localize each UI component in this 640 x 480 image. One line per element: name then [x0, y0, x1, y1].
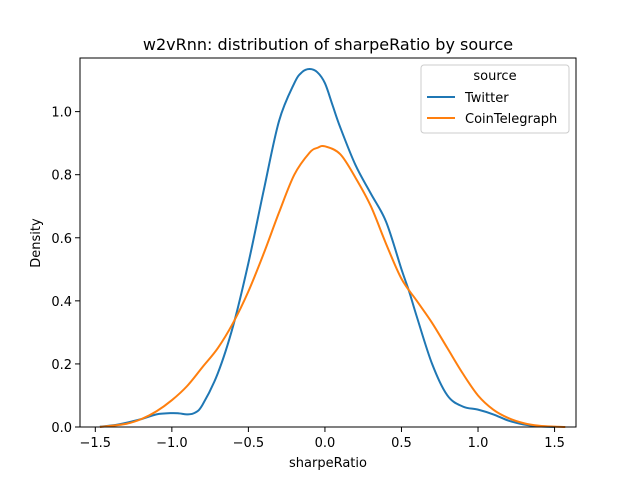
legend-label-twitter: Twitter	[464, 91, 509, 106]
y-tick-label: 1.0	[51, 106, 72, 121]
y-tick-label: 0.6	[51, 232, 72, 247]
x-axis-label: sharpeRatio	[289, 456, 367, 471]
legend-title: source	[473, 69, 516, 84]
x-tick-label: 1.0	[468, 436, 489, 451]
legend-label-cointelegraph: CoinTelegraph	[465, 112, 557, 127]
x-tick-label: 0.0	[315, 436, 336, 451]
y-tick-label: 0.8	[51, 169, 72, 184]
x-tick-label: −1.0	[156, 436, 188, 451]
x-tick-label: 1.5	[544, 436, 565, 451]
y-tick-label: 0.0	[51, 421, 72, 436]
y-tick-label: 0.4	[51, 295, 72, 310]
x-axis: −1.5 −1.0 −0.5 0.0 0.5 1.0 1.5	[80, 427, 565, 451]
series-line-cointelegraph	[99, 144, 566, 428]
series-line-twitter	[99, 68, 555, 428]
plot-frame	[79, 57, 577, 428]
chart-title: w2vRnn: distribution of sharpeRatio by s…	[143, 35, 513, 54]
y-tick-label: 0.2	[51, 358, 72, 373]
legend: source Twitter CoinTelegraph	[420, 64, 570, 134]
legend-box	[420, 64, 570, 134]
x-tick-label: 0.5	[391, 436, 412, 451]
x-tick-label: −0.5	[233, 436, 265, 451]
x-tick-label: −1.5	[80, 436, 112, 451]
y-axis: 0.0 0.2 0.4 0.6 0.8 1.0	[51, 106, 80, 436]
y-axis-label: Density	[29, 218, 44, 268]
series-layer	[99, 68, 566, 428]
